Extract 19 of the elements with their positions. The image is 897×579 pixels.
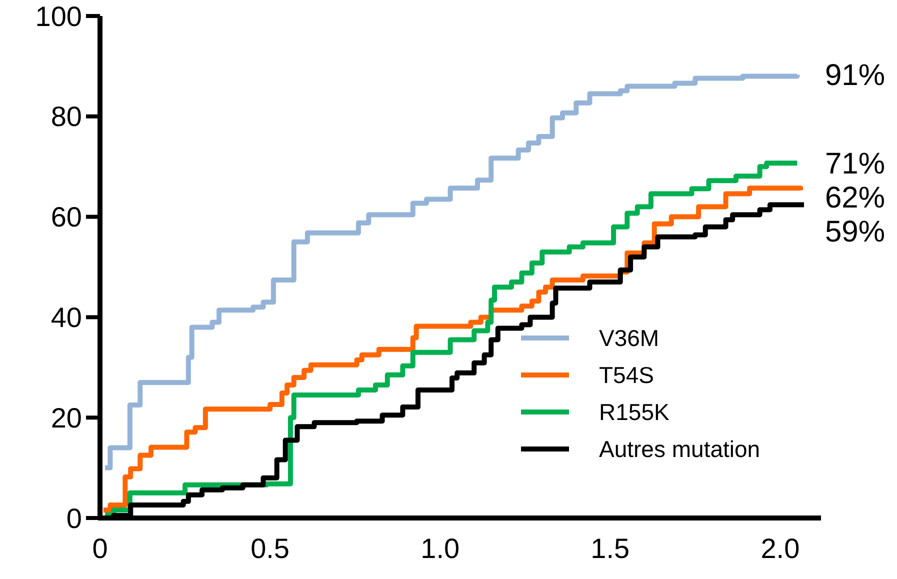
y-tick-label: 80 (50, 101, 82, 132)
x-tick-label: 0.5 (250, 533, 290, 564)
legend-label: V36M (599, 325, 660, 352)
legend-label: T54S (599, 362, 654, 388)
x-tick-label: 1.5 (590, 533, 630, 564)
text: 59% (825, 216, 886, 249)
x-tick-label: 0 (92, 533, 108, 564)
text: 62% (825, 182, 886, 215)
y-tick-label: 0 (66, 502, 82, 534)
x-tick-label: 2.0 (760, 533, 800, 564)
y-tick-label: 20 (50, 402, 82, 434)
y-tick-label: 60 (50, 202, 82, 233)
legend-label: Autres mutation (599, 436, 760, 462)
y-tick-label: 100 (35, 0, 82, 32)
y-tick-label: 40 (50, 302, 82, 333)
text: 71% (825, 148, 886, 181)
legend-label: R155K (599, 399, 670, 426)
text: 91% (825, 59, 886, 92)
x-tick-label: 1.0 (420, 533, 460, 564)
